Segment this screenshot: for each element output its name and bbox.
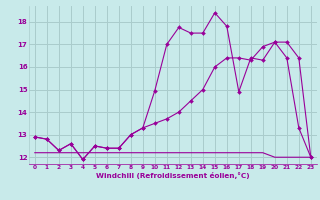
- X-axis label: Windchill (Refroidissement éolien,°C): Windchill (Refroidissement éolien,°C): [96, 172, 250, 179]
